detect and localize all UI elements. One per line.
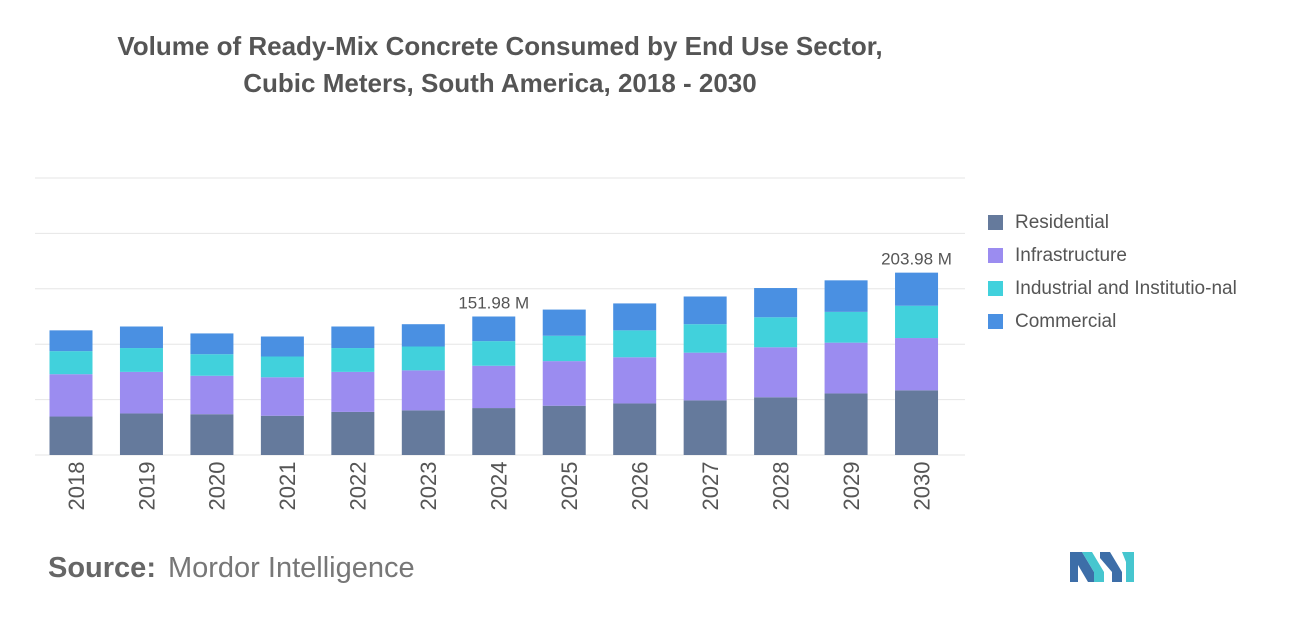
- bar-2024-residential: [472, 408, 516, 455]
- bar-2025-residential: [542, 405, 586, 455]
- chart-title: Volume of Ready-Mix Concrete Consumed by…: [40, 28, 960, 102]
- data-label-2024: 151.98 M: [458, 294, 529, 313]
- bar-2021-industrial-and-institutional: [260, 356, 304, 378]
- bar-2027-industrial-and-institutional: [683, 324, 727, 353]
- bar-2025-commercial: [542, 309, 586, 336]
- bar-2029-industrial-and-institutional: [824, 311, 868, 343]
- chart-legend: Residential Infrastructure Industrial an…: [988, 210, 1258, 342]
- legend-item-commercial: Commercial: [988, 309, 1258, 334]
- bar-2029-commercial: [824, 280, 868, 312]
- x-tick-label-2025: 2025: [557, 462, 582, 511]
- bar-2022-residential: [331, 411, 375, 455]
- bar-2026-commercial: [613, 303, 657, 331]
- bar-2025-industrial-and-institutional: [542, 335, 586, 362]
- bar-2018-infrastructure: [49, 374, 93, 417]
- bar-2019-industrial-and-institutional: [119, 348, 163, 372]
- source-note: Source: Mordor Intelligence: [48, 552, 415, 585]
- legend-label-commercial: Commercial: [1015, 311, 1117, 332]
- bar-2023-industrial-and-institutional: [401, 346, 445, 371]
- legend-item-industrial: Industrial and Institutio-nal: [988, 276, 1258, 301]
- data-label-2030: 203.98 M: [881, 250, 952, 269]
- x-tick-label-2020: 2020: [205, 462, 230, 511]
- legend-swatch-infrastructure: [988, 248, 1003, 263]
- legend-swatch-commercial: [988, 314, 1003, 329]
- legend-swatch-residential: [988, 215, 1003, 230]
- bar-2028-infrastructure: [754, 347, 798, 398]
- bar-2019-commercial: [119, 326, 163, 349]
- chart-title-line-1: Volume of Ready-Mix Concrete Consumed by…: [117, 31, 883, 61]
- bar-2018-residential: [49, 416, 93, 455]
- x-tick-label-2027: 2027: [698, 462, 723, 511]
- bar-2020-infrastructure: [190, 375, 234, 415]
- legend-label-residential: Residential: [1015, 212, 1109, 233]
- legend-item-residential: Residential: [988, 210, 1258, 235]
- bar-2026-residential: [613, 403, 657, 455]
- x-tick-label-2021: 2021: [275, 462, 300, 511]
- bar-2024-infrastructure: [472, 365, 516, 409]
- legend-swatch-industrial: [988, 281, 1003, 296]
- legend-label-industrial: Industrial and Institutio-nal: [1015, 278, 1237, 299]
- bar-2021-commercial: [260, 336, 304, 357]
- bar-2020-residential: [190, 414, 234, 455]
- bar-2027-infrastructure: [683, 352, 727, 401]
- bar-2024-commercial: [472, 316, 516, 342]
- source-label: Source:: [48, 552, 156, 584]
- legend-item-infrastructure: Infrastructure: [988, 243, 1258, 268]
- bar-2029-residential: [824, 393, 868, 455]
- mordor-intelligence-logo-icon: [1070, 552, 1134, 582]
- bar-2022-commercial: [331, 326, 375, 349]
- x-tick-label-2029: 2029: [839, 462, 864, 511]
- bar-2028-industrial-and-institutional: [754, 317, 798, 348]
- bar-2022-industrial-and-institutional: [331, 348, 375, 372]
- bar-2020-commercial: [190, 333, 234, 355]
- bar-2023-commercial: [401, 324, 445, 347]
- bar-2023-residential: [401, 410, 445, 455]
- bar-2020-industrial-and-institutional: [190, 354, 234, 376]
- x-tick-label-2023: 2023: [416, 462, 441, 511]
- x-tick-label-2024: 2024: [487, 462, 512, 511]
- bar-2019-infrastructure: [119, 371, 163, 414]
- bar-2028-residential: [754, 397, 798, 455]
- bar-2026-infrastructure: [613, 357, 657, 404]
- source-value: Mordor Intelligence: [167, 552, 415, 584]
- x-tick-label-2022: 2022: [346, 462, 371, 511]
- bar-2022-infrastructure: [331, 371, 375, 412]
- x-tick-label-2030: 2030: [909, 462, 934, 511]
- bar-2024-industrial-and-institutional: [472, 341, 516, 366]
- bar-2030-residential: [895, 390, 939, 455]
- bar-2023-infrastructure: [401, 370, 445, 411]
- bar-2021-residential: [260, 415, 304, 455]
- bar-2030-infrastructure: [895, 338, 939, 391]
- bar-2030-commercial: [895, 272, 939, 306]
- bar-2018-commercial: [49, 330, 93, 352]
- bar-2029-infrastructure: [824, 342, 868, 394]
- bar-2026-industrial-and-institutional: [613, 330, 657, 358]
- x-tick-label-2026: 2026: [628, 462, 653, 511]
- bar-2019-residential: [119, 413, 163, 455]
- bar-2028-commercial: [754, 288, 798, 318]
- bar-2025-infrastructure: [542, 361, 586, 406]
- bar-2027-commercial: [683, 296, 727, 325]
- x-tick-label-2018: 2018: [64, 462, 89, 511]
- bar-2027-residential: [683, 400, 727, 455]
- bar-2030-industrial-and-institutional: [895, 305, 939, 339]
- chart-title-line-2: Cubic Meters, South America, 2018 - 2030: [243, 68, 757, 98]
- legend-label-infrastructure: Infrastructure: [1015, 245, 1127, 266]
- bar-2021-infrastructure: [260, 377, 304, 416]
- x-tick-label-2019: 2019: [134, 462, 159, 511]
- bar-2018-industrial-and-institutional: [49, 351, 93, 375]
- x-tick-label-2028: 2028: [768, 462, 793, 511]
